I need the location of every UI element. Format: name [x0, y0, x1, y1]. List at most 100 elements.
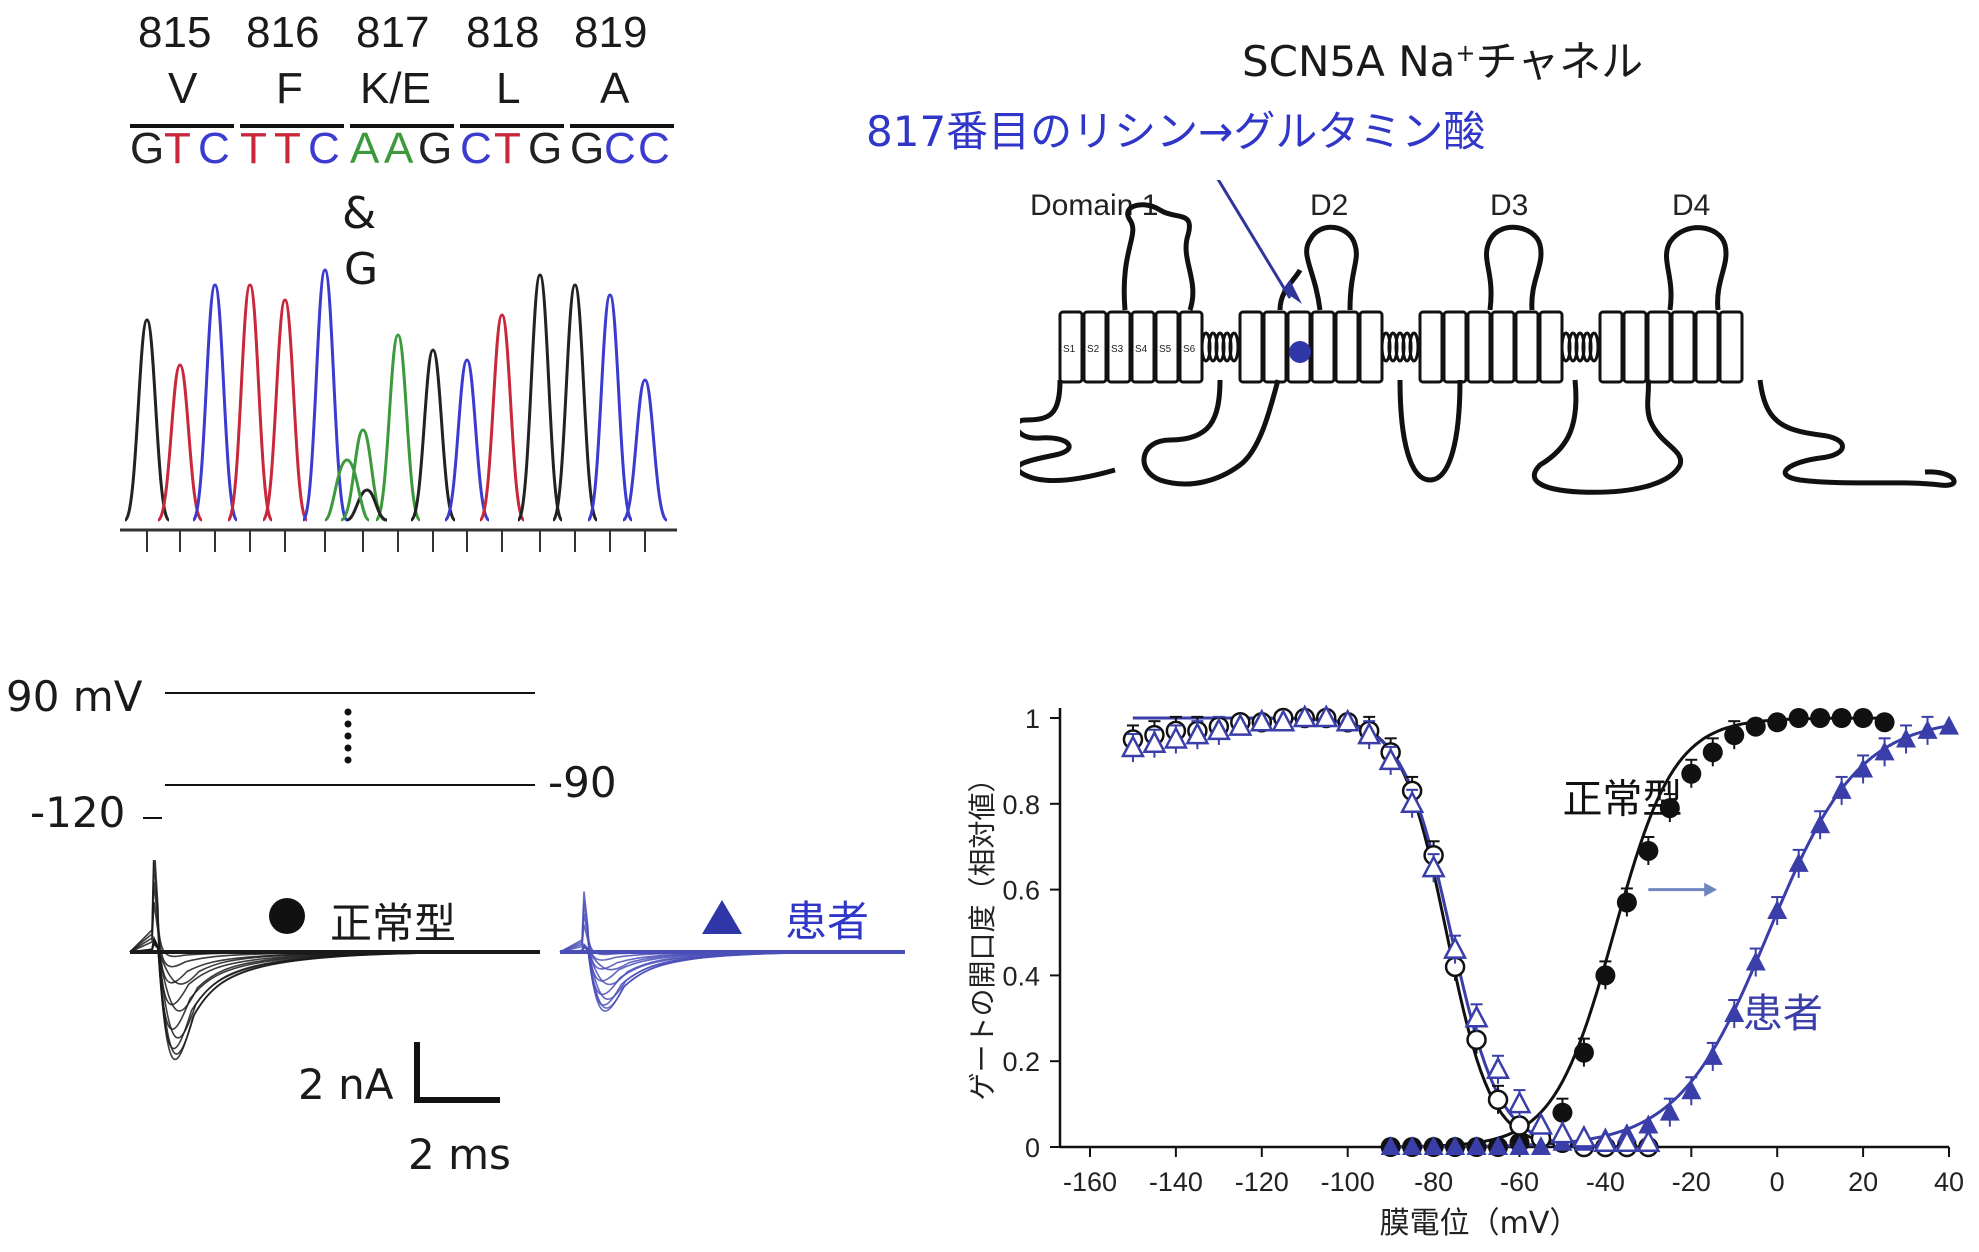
amino-acid: K/E	[360, 64, 431, 113]
linker-coil	[1588, 331, 1600, 363]
codon-base: A	[384, 124, 415, 173]
domain-label: D2	[1310, 189, 1348, 222]
codon-base: A	[350, 124, 381, 173]
protocol-top-label: 90 mV	[6, 672, 143, 721]
extracellular-loop	[1121, 202, 1196, 311]
patient-activation-point	[1488, 1136, 1509, 1155]
wildtype-label: 正常型	[330, 899, 457, 948]
y-tick-label: 0	[1025, 1133, 1040, 1163]
chromatogram-peak	[551, 283, 599, 522]
wildtype-activation-point	[1638, 840, 1659, 861]
codon-base: G	[130, 124, 166, 173]
chromatogram-peak	[226, 283, 274, 522]
patient-activation-point	[1874, 741, 1895, 761]
patient-activation-point	[1767, 900, 1788, 920]
chromatogram-peak	[123, 318, 171, 522]
patient-activation-point	[1530, 1136, 1551, 1155]
chromatogram-peak	[301, 268, 349, 522]
extracellular-loop	[1484, 224, 1544, 311]
patient-annotation: 患者	[1743, 991, 1823, 1037]
wildtype-activation-point	[1724, 725, 1745, 746]
patient-inactivation-point	[1636, 1129, 1661, 1152]
wildtype-annotation: 正常型	[1562, 776, 1682, 822]
scale-bar	[414, 1042, 500, 1103]
patient-activation-point	[1466, 1136, 1487, 1155]
transmembrane-segment	[1058, 310, 1084, 384]
transmembrane-segment	[1490, 310, 1516, 384]
x-tick-label: -160	[1063, 1167, 1117, 1197]
wildtype-inactivation-point	[1509, 1115, 1530, 1136]
codon-base: T	[164, 124, 192, 173]
step-ellipsis	[344, 708, 352, 764]
x-tick-label: 20	[1848, 1167, 1878, 1197]
segment-label: S3	[1111, 344, 1124, 355]
x-tick-label: -140	[1149, 1167, 1203, 1197]
codon-base: C	[308, 124, 341, 173]
x-tick-label: -40	[1586, 1167, 1625, 1197]
intracellular-loop	[1141, 379, 1281, 487]
y-tick-label: 1	[1025, 704, 1040, 734]
protocol-step-label: -90	[548, 758, 617, 807]
patient-marker	[702, 900, 742, 934]
transmembrane-segment	[1358, 310, 1384, 384]
current-traces	[129, 860, 906, 1103]
channel-title: SCN5A Na+チャネル	[1242, 28, 1643, 89]
domain-label: D4	[1672, 189, 1710, 222]
transmembrane-segment	[1622, 310, 1648, 384]
patient-inactivation-point	[1120, 734, 1146, 758]
wildtype-activation-point	[1874, 712, 1895, 733]
patient-activation-point	[1939, 715, 1959, 735]
y-tick-label: 0.8	[1002, 790, 1040, 820]
codon-position: 819	[574, 8, 648, 57]
patient-activation-point	[1896, 728, 1917, 748]
mutation-label: 817番目のリシン→グルタミン酸	[866, 107, 1486, 156]
patient-activation-point	[1445, 1136, 1466, 1155]
patient-inactivation-point	[1142, 730, 1167, 753]
codon-underline	[570, 124, 674, 128]
scale-current-label: 2 nA	[298, 1060, 394, 1109]
patient-activation-point	[1402, 1136, 1423, 1155]
codon-base: T	[494, 124, 522, 173]
protocol-hold-label: -120	[30, 788, 126, 837]
domain-label: D3	[1490, 189, 1528, 222]
segment-label: S6	[1183, 344, 1196, 355]
x-tick-label: -20	[1672, 1167, 1711, 1197]
wildtype-marker	[269, 898, 305, 934]
chromatogram-peak	[261, 298, 309, 522]
secondary-peak	[346, 488, 388, 522]
c-terminus	[1757, 379, 1957, 488]
charge-superscript: +	[1455, 39, 1476, 67]
patient-activation-point	[1745, 951, 1766, 971]
alt-base-label: G	[344, 244, 379, 295]
chromatogram-peak	[443, 358, 491, 522]
patient-inactivation-point	[1507, 1090, 1532, 1114]
codon-underline	[460, 124, 564, 128]
patient-inactivation-point	[1400, 790, 1425, 814]
wildtype-activation-point	[1595, 965, 1616, 986]
mutation-site-dot	[1289, 341, 1311, 363]
wildtype-activation-point	[1831, 708, 1852, 728]
transmembrane-segment	[1262, 310, 1288, 384]
transmembrane-segment	[1466, 310, 1492, 384]
patient-activation-point	[1831, 779, 1852, 799]
x-tick-label: 40	[1934, 1167, 1964, 1197]
extracellular-loop	[1277, 224, 1359, 311]
codon-base: T	[240, 124, 268, 173]
secondary-peak	[323, 458, 371, 522]
transmembrane-segment	[1130, 310, 1156, 384]
segment-label: S1	[1063, 344, 1076, 355]
ampersand-label: &	[342, 188, 377, 239]
wildtype-activation-point	[1788, 708, 1809, 728]
linker-coil	[1408, 331, 1420, 363]
channel-diagram: Domain 1 D2 D3 D4 S1 S2 S3 S4 S5 S6	[1020, 180, 1957, 495]
patient-activation-point	[1380, 1136, 1401, 1155]
y-tick-label: 0.4	[1002, 961, 1040, 991]
shift-arrowhead	[1704, 882, 1718, 897]
codon-position: 815	[138, 8, 212, 57]
chromatogram-peak	[191, 283, 239, 522]
patient-activation-point	[1853, 758, 1874, 778]
patient-inactivation-point	[1335, 708, 1360, 732]
wildtype-activation-point	[1681, 763, 1702, 784]
amino-acid: A	[600, 64, 630, 113]
